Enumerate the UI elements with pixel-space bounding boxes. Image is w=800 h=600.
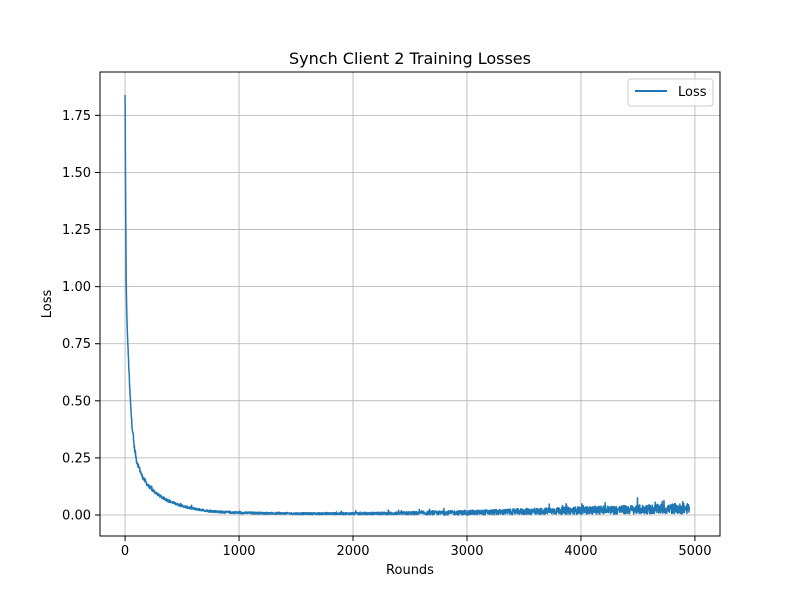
x-tick-label: 3000: [450, 544, 483, 559]
y-tick-label: 0.25: [62, 451, 91, 466]
x-tick-label: 5000: [678, 544, 711, 559]
legend-label-loss: Loss: [678, 85, 707, 100]
x-axis-label: Rounds: [386, 563, 434, 578]
y-tick-label: 0.75: [62, 337, 91, 352]
y-tick-label: 1.75: [62, 109, 91, 124]
x-tick-label: 1000: [222, 544, 255, 559]
y-tick-label: 1.00: [62, 280, 91, 295]
x-axis-ticks: 0 1000 2000 3000 4000 5000: [121, 536, 711, 559]
plot-frame: [99, 71, 721, 537]
x-tick-label: 4000: [564, 544, 597, 559]
y-axis-label: Loss: [40, 290, 55, 319]
x-tick-label: 2000: [336, 544, 369, 559]
y-tick-label: 1.25: [62, 223, 91, 238]
legend: Loss: [627, 78, 714, 107]
x-tick-label: 0: [121, 544, 129, 559]
grid-lines: [100, 72, 720, 536]
y-axis-ticks: 0.00 0.25 0.50 0.75 1.00 1.25 1.50 1.75: [62, 109, 100, 523]
series-line-loss: [124, 94, 690, 516]
series-layer: [124, 94, 690, 516]
y-tick-label: 1.50: [62, 166, 91, 181]
chart-title: Synch Client 2 Training Losses: [289, 49, 531, 68]
legend-box: [627, 78, 714, 107]
y-tick-label: 0.50: [62, 394, 91, 409]
y-tick-label: 0.00: [62, 508, 91, 523]
